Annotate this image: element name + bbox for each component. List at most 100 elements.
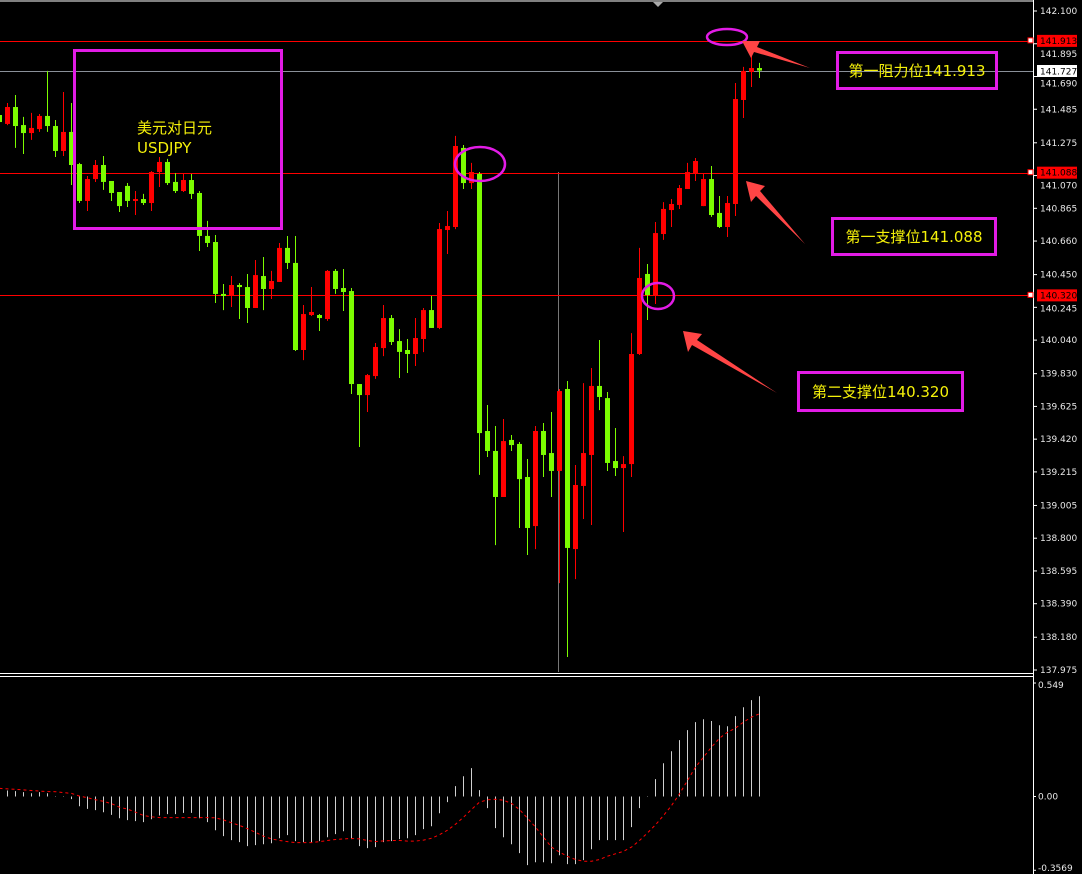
candle-bullish xyxy=(37,114,42,132)
scroll-marker-icon[interactable] xyxy=(653,2,663,7)
level-marker-icon xyxy=(1027,291,1034,298)
candle-bearish xyxy=(757,62,762,78)
price-tick-label: 142.100 xyxy=(1040,7,1077,17)
candle-body xyxy=(389,318,394,343)
candle-bearish xyxy=(605,392,610,471)
candle-body xyxy=(693,161,698,174)
candle-bearish xyxy=(357,384,362,447)
candle-body xyxy=(21,125,26,134)
candle-body xyxy=(749,68,754,73)
candle-body xyxy=(0,115,2,123)
candle-body xyxy=(69,131,74,166)
candle-bearish xyxy=(173,172,178,193)
candle-body xyxy=(453,145,458,227)
candle-bullish xyxy=(229,276,234,308)
candle-body xyxy=(301,314,306,351)
level-lines xyxy=(0,41,1033,296)
candle-body xyxy=(245,287,250,308)
candle-body xyxy=(189,180,194,194)
price-tick-label: 141.275 xyxy=(1040,139,1077,149)
candle-body xyxy=(373,346,378,377)
price-tick-label: 138.595 xyxy=(1040,567,1077,577)
candle-bearish xyxy=(541,423,546,478)
candle-body xyxy=(165,161,170,184)
candle-bearish xyxy=(77,162,82,204)
support-2-box: 第二支撑位140.320 xyxy=(797,371,964,412)
chart-frame xyxy=(0,0,1034,874)
candle-body xyxy=(605,398,610,463)
candle-bearish xyxy=(517,442,522,528)
candle-body xyxy=(253,275,258,308)
price-tick-label: 140.245 xyxy=(1040,304,1077,314)
price-tick-label: 141.895 xyxy=(1040,50,1077,60)
candle-bearish xyxy=(333,269,338,294)
candle-body xyxy=(333,270,338,289)
candle-bullish xyxy=(581,383,586,520)
candle-bearish xyxy=(597,339,602,411)
candle-bullish xyxy=(301,304,306,361)
price-tick-label: 140.660 xyxy=(1040,237,1077,247)
candle-body xyxy=(493,450,498,497)
price-tick-label: 138.800 xyxy=(1040,534,1077,544)
signal-line xyxy=(0,713,760,862)
candle-bearish xyxy=(117,192,122,212)
candle-body xyxy=(517,443,522,480)
candle-body xyxy=(277,247,282,282)
price-tick-label: 138.390 xyxy=(1040,600,1077,610)
price-tick-label: 140.450 xyxy=(1040,271,1077,281)
support-2-label: 第二支撑位140.320 xyxy=(811,383,950,401)
candle-body xyxy=(437,229,442,328)
candle-body xyxy=(317,315,322,319)
candle-bullish xyxy=(309,287,314,316)
price-axis: 142.100 141.895 141.690 141.485 141.275 141.0… xyxy=(1027,7,1077,676)
price-tag-label: 141.913 xyxy=(1040,37,1077,47)
candle-body xyxy=(661,208,666,235)
candle-body xyxy=(133,199,138,201)
price-tick-label: 139.625 xyxy=(1040,402,1077,412)
candle-body xyxy=(405,350,410,354)
candle-body xyxy=(669,203,674,211)
candle-body xyxy=(205,235,210,243)
arrow-icon-resistance xyxy=(742,41,810,68)
candle-bullish xyxy=(741,66,746,119)
candle-body xyxy=(77,164,82,201)
candle-body xyxy=(173,181,178,192)
candle-body xyxy=(677,188,682,205)
candle-bullish xyxy=(669,199,674,227)
candle-body xyxy=(109,180,114,193)
candle-body xyxy=(381,318,386,349)
candle-body xyxy=(653,233,658,296)
candle-body xyxy=(477,173,482,434)
candle-bearish xyxy=(709,165,714,217)
candle-bearish xyxy=(0,115,2,123)
candle-body xyxy=(213,242,218,294)
candles xyxy=(0,56,762,658)
candle-body xyxy=(509,439,514,446)
candle-body xyxy=(629,353,634,465)
candle-body xyxy=(597,385,602,397)
candle-bearish xyxy=(213,234,218,304)
candle-body xyxy=(261,276,266,289)
candle-bearish xyxy=(69,103,74,185)
candle-body xyxy=(701,179,706,207)
price-tick-label: 141.485 xyxy=(1040,105,1077,115)
candle-body xyxy=(61,131,66,151)
candle-body xyxy=(461,147,466,184)
candle-body xyxy=(733,99,738,204)
symbol-label-cn: 美元对日元 xyxy=(137,119,213,137)
price-tag-label: 140.320 xyxy=(1040,291,1077,301)
candle-bullish xyxy=(133,191,138,216)
candle-bullish xyxy=(437,222,442,330)
candle-bullish xyxy=(445,211,450,254)
candle-bullish xyxy=(85,176,90,212)
candle-bullish xyxy=(725,195,730,238)
candle-bullish xyxy=(557,388,562,584)
candle-bearish xyxy=(13,95,18,148)
candle-body xyxy=(125,185,130,201)
candle-bullish xyxy=(149,171,154,212)
candle-body xyxy=(757,68,762,71)
symbol-box xyxy=(73,49,283,230)
candle-bullish xyxy=(157,157,162,188)
price-tag-label: 141.088 xyxy=(1040,169,1077,179)
